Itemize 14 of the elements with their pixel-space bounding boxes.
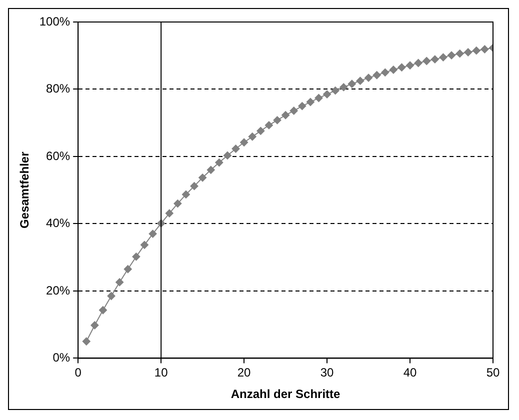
y-tick-label: 0% — [52, 350, 70, 365]
y-tick-label: 40% — [46, 216, 70, 230]
x-tick-label: 40 — [403, 366, 418, 380]
y-tick-label: 100% — [39, 14, 70, 28]
y-tick-label: 80% — [46, 82, 70, 96]
x-axis-title: Anzahl der Schritte — [230, 387, 341, 402]
x-tick-label: 30 — [320, 366, 334, 380]
x-tick-label: 50 — [486, 366, 500, 380]
x-tick-label: 10 — [154, 366, 168, 380]
y-tick-label: 60% — [46, 148, 70, 163]
x-tick-label: 20 — [237, 366, 252, 380]
y-tick-label: 20% — [46, 283, 70, 298]
y-axis-title: Gesamtfehler — [18, 151, 32, 228]
x-tick-label: 0 — [74, 366, 82, 380]
